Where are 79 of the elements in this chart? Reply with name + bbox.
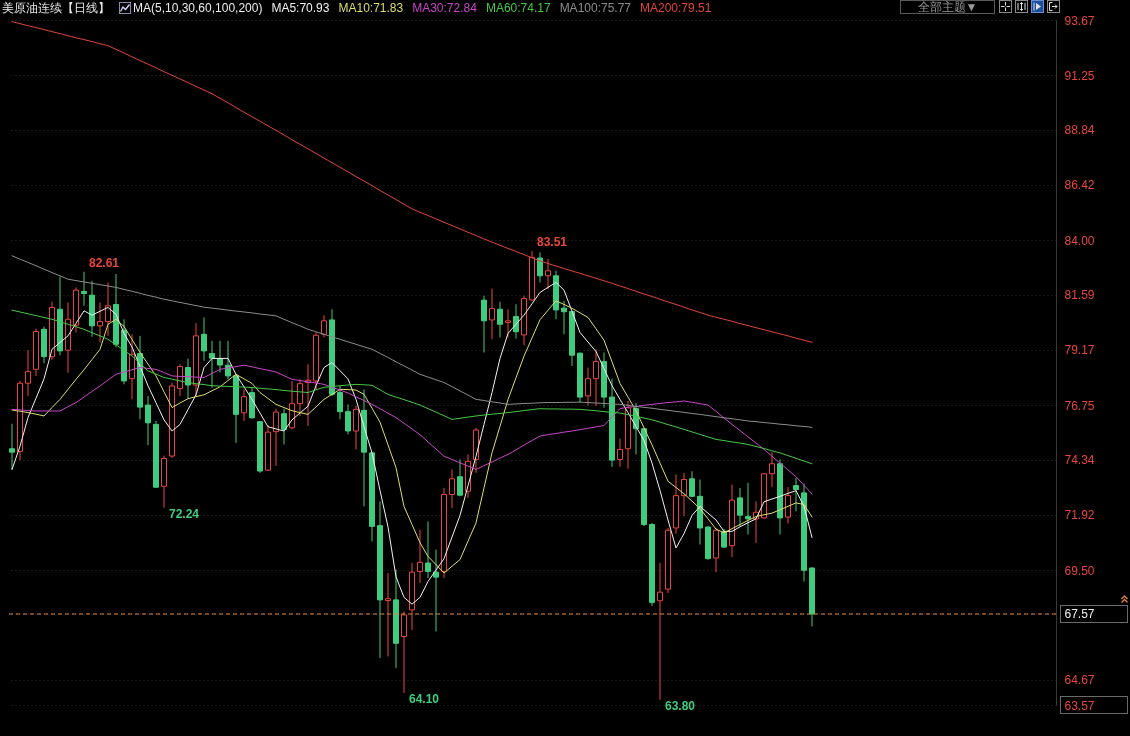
line-series [11, 255, 813, 428]
annotation: 83.51 [537, 235, 568, 250]
y-tick-label: 79.17 [1064, 343, 1095, 358]
candlestick [537, 251, 543, 283]
candlestick [505, 308, 511, 338]
candlestick [281, 408, 287, 445]
candlestick [545, 258, 551, 290]
candlestick [457, 458, 463, 497]
text: MA100:75.77 [559, 1, 632, 15]
candlestick [785, 486, 791, 525]
y-tick-label: 88.84 [1064, 123, 1095, 138]
chart-title: 美原油连续【日线】 [2, 0, 110, 17]
y-tick-label: 69.50 [1064, 563, 1095, 578]
candlestick [489, 288, 495, 340]
candlestick [433, 549, 439, 632]
candlestick [657, 562, 663, 701]
line-series [11, 309, 813, 465]
y-tick-label: 64.67 [1064, 673, 1095, 688]
y-tick-label: 76.75 [1064, 398, 1095, 413]
dropdown: 全部主题▼ [900, 0, 995, 14]
candlestick [449, 468, 455, 509]
candlestick [737, 487, 743, 527]
candlestick [585, 367, 591, 406]
legend-title: MA(5,10,30,60,100,200) [133, 1, 263, 15]
candlestick [689, 470, 695, 498]
annotation: 82.61 [89, 255, 120, 270]
candlestick [425, 520, 431, 579]
y-tick-label: 63.57 [1064, 698, 1095, 713]
y-tick-label: 81.59 [1064, 288, 1095, 303]
y-tick-label: 71.92 [1064, 508, 1095, 523]
candlestick [217, 340, 223, 374]
line-series [11, 281, 813, 605]
candlestick [105, 281, 111, 337]
candlestick [9, 423, 15, 470]
text: MA10:71.83 [338, 1, 404, 15]
candlestick [497, 301, 503, 338]
candlestick [241, 388, 247, 422]
candlestick [769, 451, 775, 488]
candlestick [481, 295, 487, 353]
line-series [11, 21, 813, 343]
candlestick [681, 472, 687, 517]
y-tick-label: 84.00 [1064, 233, 1095, 248]
candlestick [793, 477, 799, 512]
candlestick [417, 529, 423, 584]
y-tick-label: 74.34 [1064, 453, 1095, 468]
candlestick [297, 378, 303, 417]
annotation: 63.80 [665, 698, 696, 713]
y-tick-label: 67.57 [1064, 607, 1095, 622]
candlestick [209, 340, 215, 389]
candlestick [25, 349, 31, 397]
text: MA60:74.17 [485, 1, 551, 15]
candlestick [177, 363, 183, 397]
line-series [11, 300, 813, 574]
candlestick [185, 358, 191, 400]
candlestick [81, 271, 87, 307]
candlestick [321, 314, 327, 338]
candlestick [721, 528, 727, 549]
text: MA5:70.93 [271, 1, 330, 15]
y-tick-label: 86.42 [1064, 178, 1095, 193]
candlestick [385, 572, 391, 658]
candlestick [401, 610, 407, 694]
candlestick [225, 340, 231, 380]
annotation: 64.10 [409, 691, 440, 706]
candlestick [353, 405, 359, 450]
candlestick [593, 348, 599, 407]
y-tick-label: 93.67 [1064, 13, 1095, 28]
y-tick-label: 91.25 [1064, 68, 1095, 83]
text: MA30:72.84 [412, 1, 477, 15]
candlestick [97, 301, 103, 343]
candlestick [561, 300, 567, 335]
line-series [11, 364, 813, 495]
annotation: 72.24 [169, 506, 200, 521]
text: MA200:79.51 [640, 1, 712, 15]
candlestick [337, 385, 343, 420]
candlestick [145, 395, 151, 446]
candlestick [201, 316, 207, 362]
candlestick [345, 403, 351, 435]
candlestick [273, 408, 279, 467]
candlestick [617, 438, 623, 468]
